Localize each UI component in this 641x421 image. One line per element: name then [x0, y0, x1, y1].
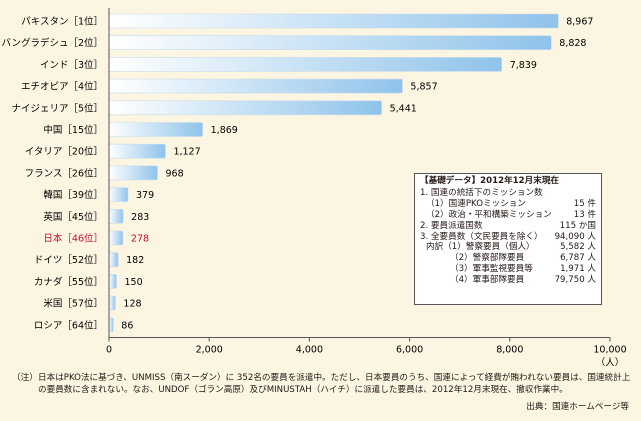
value-label: 8,828 [559, 38, 586, 49]
value-label: 1,127 [173, 147, 200, 158]
x-tick-label: 0 [106, 345, 112, 356]
x-tick-label: 6,000 [396, 345, 423, 356]
data-box-row: 2. 要員派遣国数 115 か国 [420, 221, 596, 232]
x-tick-label: 10,000 [593, 345, 626, 356]
data-box-value: 115 か国 [559, 220, 596, 231]
value-label: 5,441 [390, 103, 417, 114]
notes-label: （注） [12, 373, 38, 383]
bar [108, 295, 116, 311]
bar [108, 143, 166, 159]
data-box-label: 1. 国連の統括下のミッション数 [420, 187, 543, 198]
bar [108, 78, 403, 94]
basic-data-box: 【基礎データ】2012年12月末現在 1. 国連の統括下のミッション数 （1）国連… [414, 173, 602, 305]
data-box-label: （2）警察部隊要員 [450, 253, 525, 264]
notes: （注） 日本はPKO法に基づき、UNMISS（南スーダン）に 352名の要員を派… [12, 372, 632, 396]
bar [108, 35, 552, 51]
bar-chart: パキスタン［1位］ 8,967 バングラデシュ［2位］ 8,828 インド［3位］ 7,8… [1, 8, 627, 369]
data-box-label: 内訳（1）警察要員（個人） [426, 242, 535, 253]
data-box-row: （4）軍事部隊要員 79,750 人 [420, 275, 596, 286]
bar [108, 252, 119, 267]
category-label: バングラデシュ［2位］ [1, 37, 103, 49]
value-label: 150 [125, 277, 143, 288]
data-box-value: 5,582 人 [560, 242, 596, 253]
category-label: ナイジェリア［5位］ [11, 102, 103, 114]
value-label: 1,869 [211, 125, 238, 136]
data-box-row: （1）国連PKOミッション 15 件 [420, 199, 596, 210]
category-label: 日本［46位］ [43, 233, 103, 245]
value-label: 379 [136, 190, 154, 201]
data-box-row: （2）警察部隊要員 6,787 人 [420, 253, 596, 264]
x-tick-label: 2,000 [196, 345, 223, 356]
data-box-label: 2. 要員派遣国数 [420, 220, 483, 231]
category-label: 中国［15位］ [43, 124, 103, 136]
bar [108, 209, 124, 224]
data-box-row: （2）政治・平和構築ミッション 13 件 [420, 210, 596, 221]
category-label: 韓国［39位］ [43, 189, 103, 201]
notes-text: 日本はPKO法に基づき、UNMISS（南スーダン）に 352名の要員を派遣中。た… [38, 373, 631, 395]
data-box-value: 79,750 人 [554, 275, 596, 286]
data-box-value: 1,971 人 [560, 264, 596, 275]
bar [108, 57, 503, 72]
data-box-value: 94,090 人 [554, 231, 596, 242]
x-unit-label: （人） [596, 357, 625, 369]
value-label: 283 [131, 212, 149, 223]
value-label: 278 [131, 234, 149, 245]
data-box-value: 13 件 [573, 209, 596, 220]
data-box-row: 3. 全要員数（文民要員を除く） 94,090 人 [420, 232, 596, 243]
value-label: 182 [126, 255, 144, 266]
data-box-value: 6,787 人 [560, 253, 596, 264]
bar [108, 122, 203, 137]
category-label: フランス［26位］ [25, 167, 103, 179]
x-tick-label: 8,000 [496, 345, 523, 356]
category-label: ドイツ［52位］ [34, 254, 103, 266]
data-box-label: （4）軍事部隊要員 [450, 275, 525, 286]
data-box-value: 15 件 [573, 198, 596, 209]
value-label: 7,839 [510, 60, 537, 71]
category-label: カナダ［55位］ [34, 276, 103, 288]
bar [108, 230, 124, 246]
data-box-label: （3）軍事監視要員等 [450, 264, 533, 275]
value-label: 5,857 [410, 82, 437, 93]
category-label: パキスタン［1位］ [21, 16, 103, 28]
value-label: 968 [165, 168, 183, 179]
category-label: 英国［45位］ [43, 211, 103, 223]
category-label: エチオピア［4位］ [21, 81, 103, 93]
bar [108, 187, 129, 202]
data-box-row: 内訳（1）警察要員（個人） 5,582 人 [420, 242, 596, 253]
category-label: ロシア［64位］ [34, 319, 103, 331]
data-box-label: （1）国連PKOミッション [426, 198, 526, 209]
category-label: 米国［57位］ [43, 298, 103, 310]
data-box-label: 3. 全要員数（文民要員を除く） [420, 231, 543, 242]
value-label: 128 [123, 299, 141, 310]
x-tick-label: 4,000 [296, 345, 323, 356]
data-box-label: （2）政治・平和構築ミッション [426, 209, 552, 220]
bar [108, 13, 559, 29]
bar [108, 317, 114, 333]
data-box-row: 1. 国連の統括下のミッション数 [420, 188, 596, 199]
data-box-row: （3）軍事監視要員等 1,971 人 [420, 264, 596, 275]
category-label: インド［3位］ [40, 59, 103, 71]
basic-data-title: 【基礎データ】2012年12月末現在 [420, 176, 560, 186]
value-label: 8,967 [566, 17, 593, 28]
category-label: イタリア［20位］ [25, 146, 103, 158]
bar [108, 274, 117, 289]
bar [108, 100, 382, 116]
source-text: 出典：国連ホームページ等 [526, 402, 629, 412]
bar [108, 165, 158, 181]
value-label: 86 [121, 320, 133, 331]
